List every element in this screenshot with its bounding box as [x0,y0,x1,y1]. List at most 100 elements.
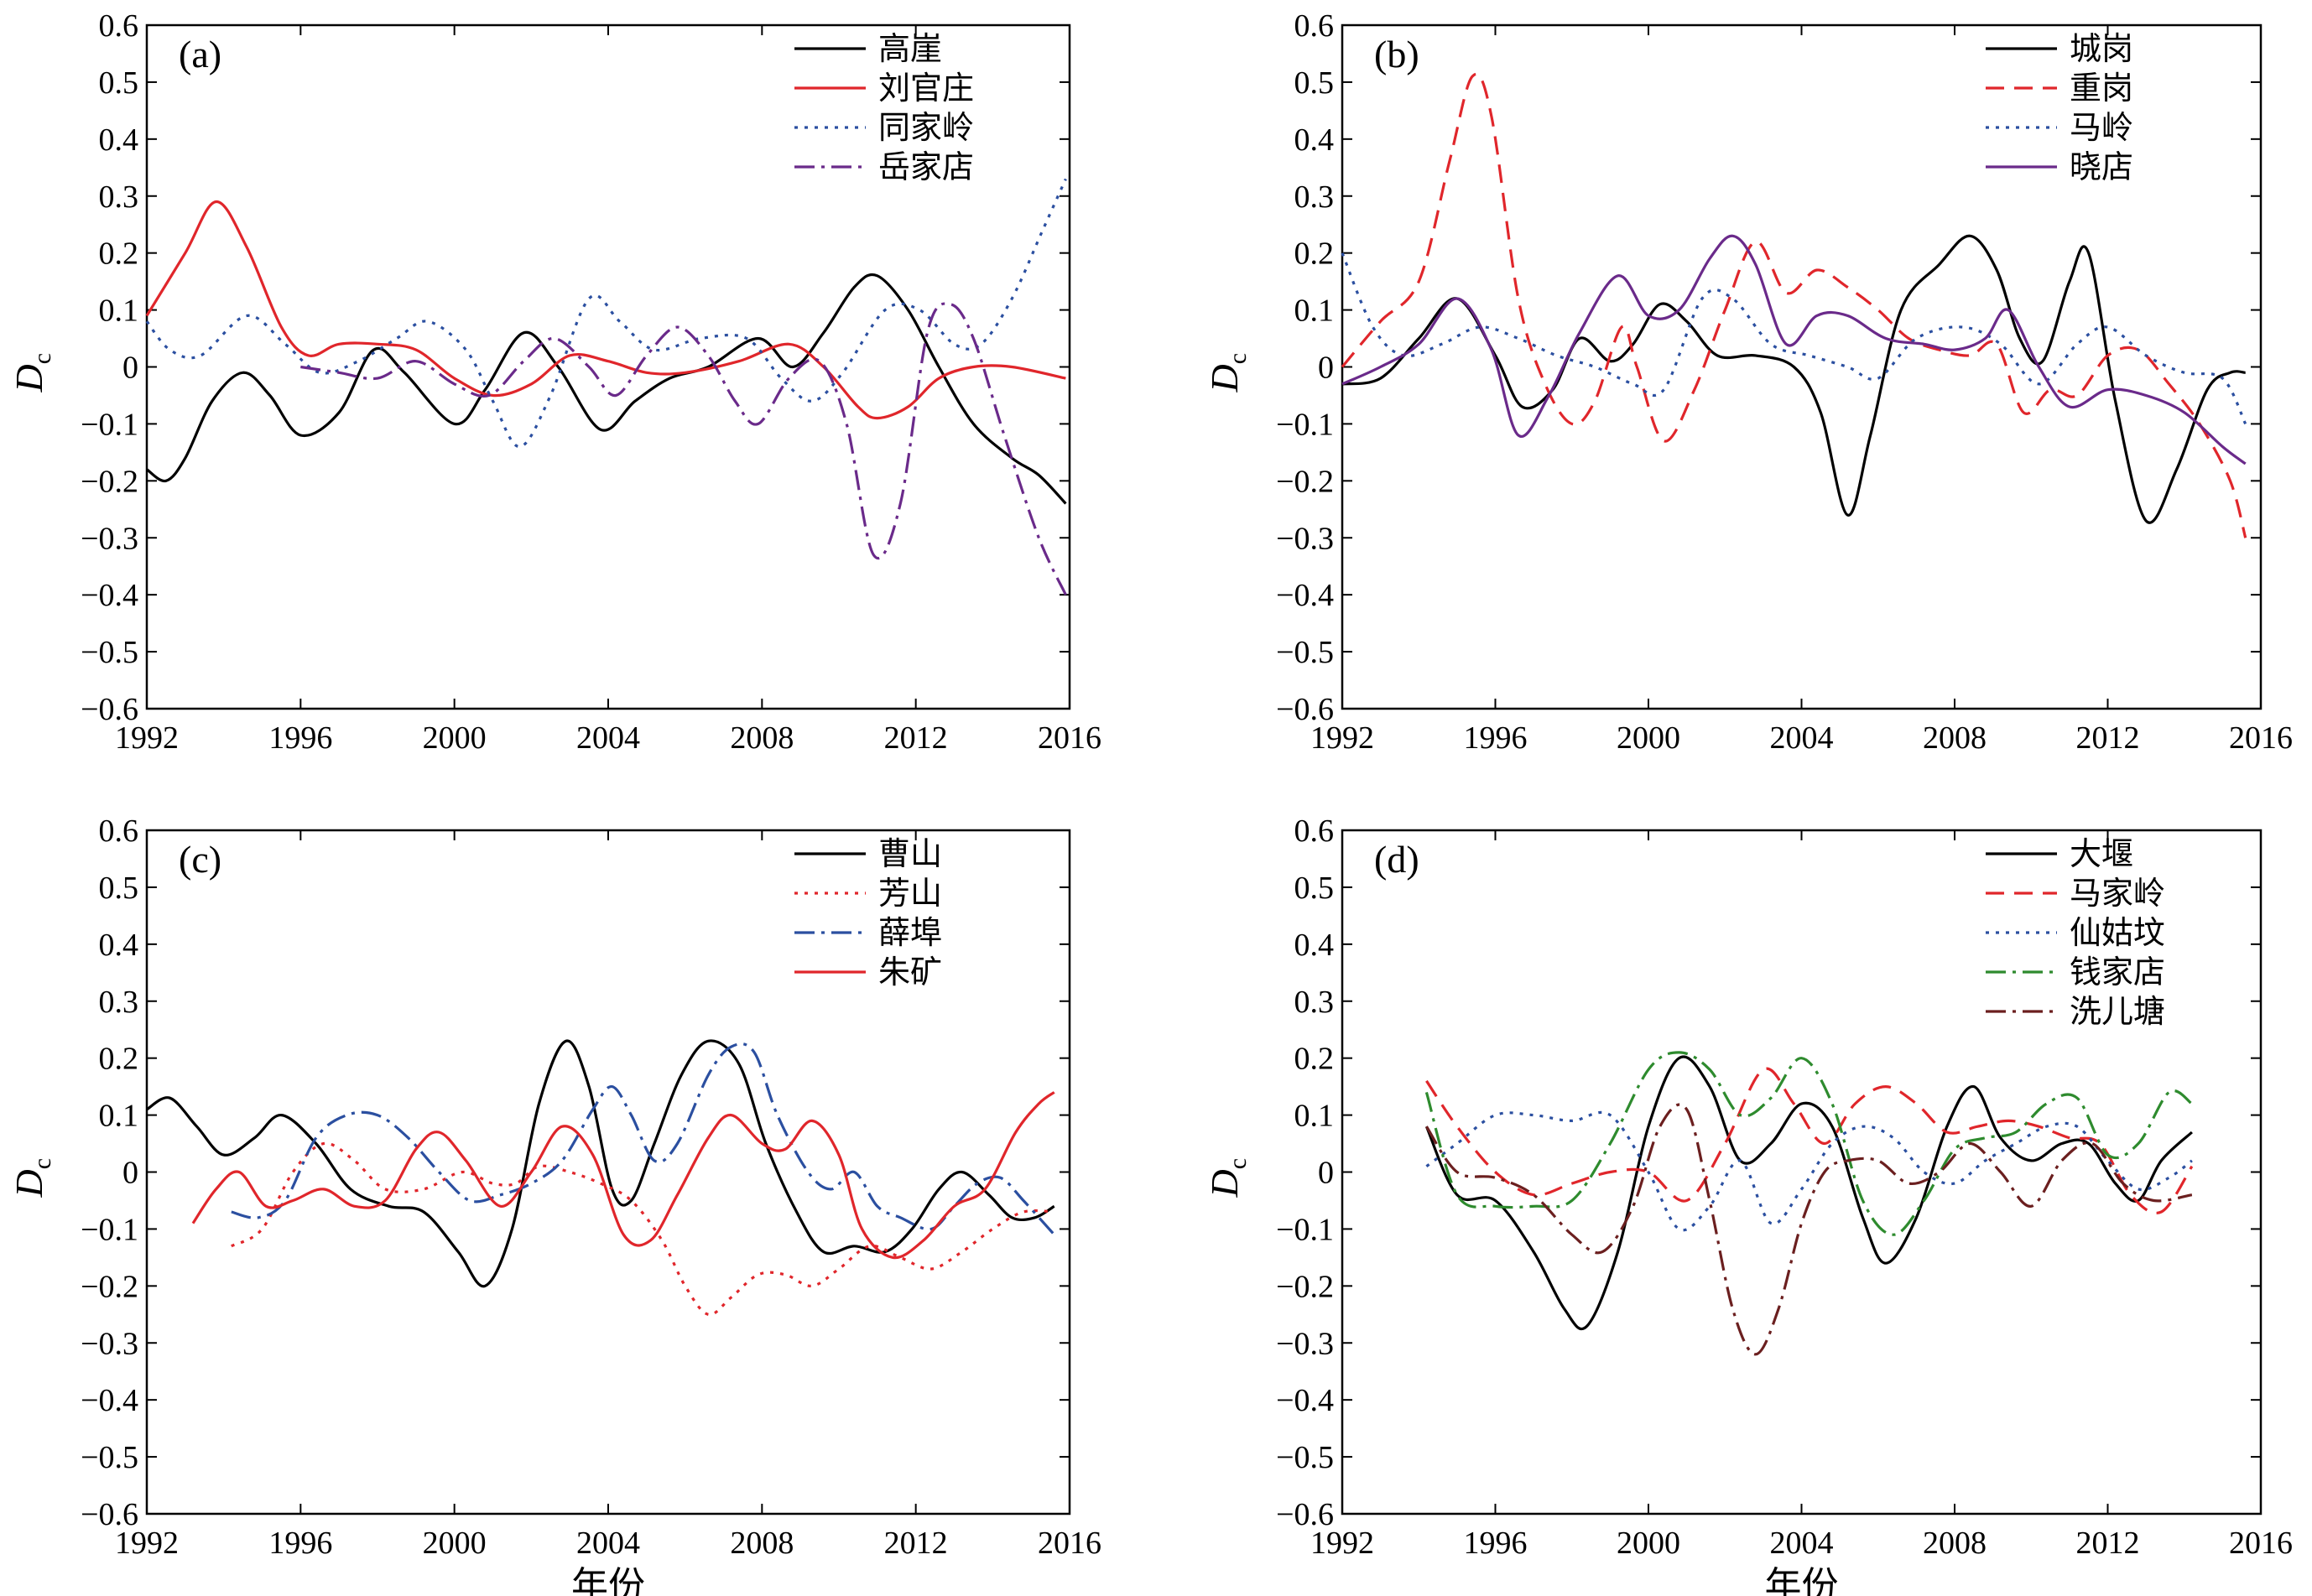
series-line-1 [146,273,1067,505]
y-tick-label: −0.4 [81,1383,138,1418]
y-tick-label: 0.1 [1294,294,1335,329]
series-line-1 [146,1039,1055,1288]
legend-label: 晓店 [2070,150,2133,185]
series-line-3 [231,1042,1055,1236]
y-axis-label: Dc [8,1158,56,1198]
x-tick-label: 2004 [576,720,640,756]
legend-label: 朱矿 [878,955,942,990]
y-tick-label: 0.5 [99,871,139,906]
y-tick-label: −0.6 [1276,1497,1334,1532]
y-axis-label: Dc [8,353,56,393]
y-axis-label: Dc [1203,353,1252,393]
y-tick-label: 0 [1318,1156,1334,1191]
legend-label: 同家岭 [878,111,974,146]
y-tick-label: 0 [122,351,138,386]
legend-label: 曹山 [878,837,942,872]
series-line-3 [145,178,1067,449]
panel-label: (c) [179,838,221,881]
y-tick-label: 0.2 [99,237,139,272]
legend-label: 钱家店 [2070,955,2165,990]
legend-label: 马家岭 [2070,876,2165,912]
chart-panel-2: −0.6 −0.5 −0.4 −0.3 −0.2 −0.1 0 0.1 0.2 0.3 0.4 0.5… [1203,8,2293,756]
y-tick-label: −0.2 [81,1269,138,1304]
chart-panel-1: −0.6 −0.5 −0.4 −0.3 −0.2 −0.1 0 0.1 0.2 0.3 0.4 0.5… [8,8,1101,756]
x-tick-label: 1992 [1310,720,1374,756]
y-tick-label: −0.1 [81,407,138,442]
y-tick-label: 0.4 [1294,122,1335,158]
y-tick-label: −0.4 [1276,578,1334,613]
series-line-1 [1341,234,2246,524]
x-tick-label: 1996 [268,720,332,756]
x-tick-label: 1992 [115,1526,179,1561]
y-tick-label: 0.1 [99,294,139,329]
x-tick-label: 1996 [268,1526,332,1561]
y-tick-label: −0.1 [81,1212,138,1247]
x-tick-label: 2012 [884,720,948,756]
x-tick-label: 2008 [730,720,794,756]
y-tick-label: −0.2 [1276,464,1334,499]
x-tick-label: 2016 [2229,1526,2293,1561]
x-tick-label: 2016 [1038,720,1101,756]
y-tick-label: 0.3 [99,985,139,1020]
y-tick-label: −0.2 [81,464,138,499]
y-tick-label: −0.5 [81,1440,138,1475]
legend-label: 马岭 [2070,111,2133,146]
series-line-3 [1425,1110,2193,1232]
x-tick-label: 2012 [884,1526,948,1561]
y-tick-label: −0.3 [1276,521,1334,556]
y-tick-label: 0.2 [99,1042,139,1077]
series-line-4 [191,1091,1055,1260]
panel-label: (a) [179,33,221,75]
y-tick-label: −0.3 [81,1326,138,1361]
x-tick-label: 2000 [1617,720,1680,756]
y-tick-label: −0.1 [1276,407,1334,442]
y-tick-label: −0.6 [81,692,138,727]
x-tick-label: 2012 [2076,1526,2140,1561]
y-tick-label: −0.6 [1276,692,1334,727]
y-tick-label: 0.1 [99,1099,139,1134]
y-tick-label: −0.6 [81,1497,138,1532]
legend-label: 城岗 [2070,32,2133,67]
y-tick-label: 0 [1318,351,1334,386]
series-line-2 [145,200,1066,420]
series-line-4 [1341,234,2247,465]
panel-label: (d) [1374,838,1419,881]
chart-panel-3: −0.6 −0.5 −0.4 −0.3 −0.2 −0.1 0 0.1 0.2 0.3 0.4 0.5… [8,814,1101,1596]
y-tick-label: 0.6 [99,814,139,849]
series-line-4 [1424,1051,2193,1236]
y-tick-label: 0.1 [1294,1099,1335,1134]
y-tick-label: 0 [122,1156,138,1191]
y-tick-label: 0.4 [1294,928,1335,963]
series-line-1 [1424,1055,2193,1331]
y-tick-label: −0.3 [81,521,138,556]
series-line-3 [1341,252,2247,425]
y-tick-label: −0.3 [1276,1326,1334,1361]
legend-label: 芳山 [878,876,942,912]
legend-label: 薛埠 [878,916,942,951]
y-tick-label: 0.3 [1294,985,1335,1020]
y-tick-label: 0.5 [99,65,139,101]
series-line-4 [300,302,1067,595]
x-tick-label: 2004 [1770,1526,1834,1561]
y-tick-label: 0.4 [99,928,139,963]
y-tick-label: −0.4 [1276,1383,1334,1418]
x-tick-label: 2004 [1770,720,1834,756]
x-tick-label: 1992 [115,720,179,756]
y-axis-label: Dc [1203,1158,1252,1198]
legend-label: 洗儿塘 [2070,995,2165,1030]
x-tick-label: 2016 [1038,1526,1101,1561]
x-axis-label: 年份 [1765,1565,1839,1596]
legend-label: 岳家店 [878,150,974,185]
y-tick-label: −0.4 [81,578,138,613]
y-tick-label: 0.2 [1294,237,1335,272]
legend-label: 刘官庄 [878,71,974,107]
y-tick-label: 0.2 [1294,1042,1335,1077]
y-tick-label: 0.6 [1294,8,1335,44]
legend-label: 仙姑坟 [2070,916,2165,951]
y-tick-label: 0.3 [99,179,139,215]
y-tick-label: −0.2 [1276,1269,1334,1304]
y-tick-label: 0.3 [1294,179,1335,215]
legend-label: 高崖 [878,32,942,67]
y-tick-label: 0.6 [99,8,139,44]
y-tick-label: −0.5 [81,635,138,670]
